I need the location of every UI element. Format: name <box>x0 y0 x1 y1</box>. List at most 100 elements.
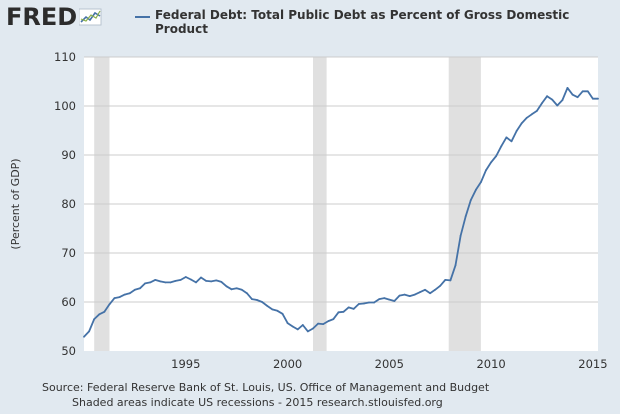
data-point <box>454 264 457 267</box>
data-point <box>190 278 192 281</box>
data-point <box>429 292 431 295</box>
x-tick-label: 2015 <box>578 357 607 371</box>
data-point <box>500 145 503 148</box>
data-point <box>83 335 85 338</box>
data-point <box>495 155 498 157</box>
data-point <box>144 282 147 285</box>
data-point <box>195 281 197 284</box>
data-point <box>307 330 309 333</box>
data-point <box>393 300 396 302</box>
x-tick-label: 2000 <box>273 357 302 371</box>
data-point <box>220 281 223 283</box>
chart-footer: Source: Federal Reserve Bank of St. Loui… <box>0 380 620 410</box>
data-point <box>424 288 426 291</box>
data-point <box>459 234 462 237</box>
y-tick-label: 50 <box>61 344 76 358</box>
data-point <box>388 298 391 301</box>
data-point <box>118 296 121 298</box>
data-point <box>261 301 263 303</box>
data-point <box>93 318 96 320</box>
data-point <box>337 311 340 314</box>
data-point <box>566 87 569 89</box>
data-point <box>363 302 365 305</box>
data-point <box>164 281 167 284</box>
data-point <box>128 292 131 295</box>
y-axis-label: (Percent of GDP) <box>9 158 22 249</box>
data-point <box>551 98 554 101</box>
y-tick-label: 70 <box>61 246 76 260</box>
data-point <box>581 90 584 93</box>
data-point <box>505 136 508 139</box>
recession-note: Shaded areas indicate US recessions - 20… <box>72 396 443 409</box>
data-point <box>357 303 360 305</box>
data-point <box>571 93 574 96</box>
x-tick-label: 1995 <box>171 357 200 371</box>
data-point <box>449 279 452 282</box>
data-point <box>205 280 208 282</box>
fred-logo: FRED <box>6 4 103 30</box>
data-point <box>439 284 442 287</box>
data-point <box>419 291 421 294</box>
data-point <box>266 305 269 307</box>
data-point <box>490 161 492 164</box>
data-point <box>541 102 543 104</box>
data-point <box>444 279 447 281</box>
data-point <box>408 295 411 297</box>
data-point <box>413 293 416 296</box>
data-point <box>139 287 141 290</box>
chart-legend: Federal Debt: Total Public Debt as Perce… <box>135 8 605 36</box>
data-point <box>520 122 523 125</box>
data-point <box>123 293 126 296</box>
data-point <box>592 97 594 100</box>
data-point <box>179 279 182 281</box>
data-point <box>434 288 436 291</box>
data-point <box>586 90 589 93</box>
data-point <box>103 310 106 313</box>
data-point <box>286 322 289 324</box>
data-point <box>347 306 350 309</box>
data-point <box>352 308 355 310</box>
data-point <box>291 325 294 328</box>
y-tick-label: 60 <box>61 295 76 309</box>
data-point <box>322 323 325 325</box>
x-tick-label: 2010 <box>476 357 505 371</box>
data-point <box>88 330 90 333</box>
data-point <box>327 320 330 322</box>
data-point <box>515 130 518 132</box>
data-point <box>301 324 304 326</box>
data-point <box>276 309 279 312</box>
legend-swatch <box>135 16 150 18</box>
data-point <box>246 292 248 295</box>
data-point <box>184 276 187 278</box>
data-point <box>403 293 406 296</box>
data-point <box>597 97 599 100</box>
x-tick-label: 2005 <box>375 357 404 371</box>
data-point <box>230 288 233 291</box>
data-point <box>342 310 345 313</box>
data-point <box>169 281 172 284</box>
data-point <box>383 297 386 299</box>
data-point <box>398 294 401 297</box>
data-point <box>210 280 213 283</box>
data-point <box>317 322 319 325</box>
y-tick-label: 90 <box>61 148 76 162</box>
data-point <box>561 99 564 101</box>
data-point <box>296 328 299 331</box>
source-note: Source: Federal Reserve Bank of St. Loui… <box>42 381 490 394</box>
data-point <box>510 140 513 143</box>
data-point <box>546 95 548 98</box>
data-point <box>464 215 467 218</box>
series-layer <box>83 87 599 338</box>
fred-graph-icon <box>79 8 102 26</box>
data-point <box>312 327 314 330</box>
data-point <box>480 181 482 183</box>
data-point <box>113 297 116 299</box>
data-point <box>469 199 472 202</box>
data-point <box>200 276 202 279</box>
data-point <box>373 301 375 304</box>
data-point <box>485 169 487 172</box>
y-tick-label: 110 <box>54 50 76 64</box>
data-point <box>225 285 228 288</box>
tick-labels: 50 60 70 80 90 100 110 1995 2000 2005 2010 2015 <box>54 50 607 371</box>
